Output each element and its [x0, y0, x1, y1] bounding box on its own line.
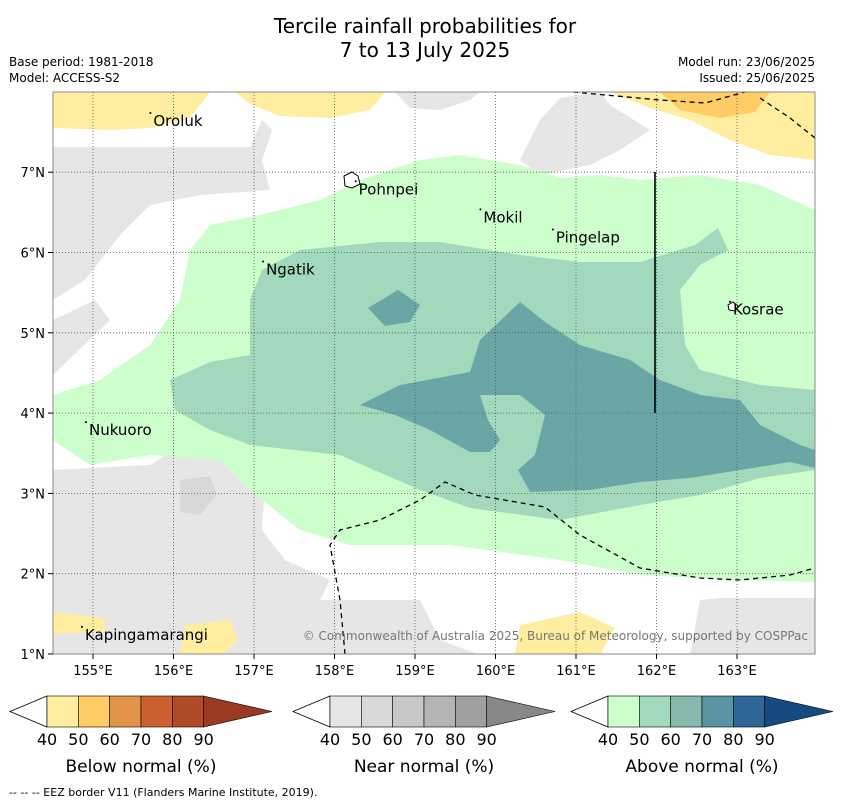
colorbar-lower-extension: [291, 695, 331, 728]
title-line-2: 7 to 13 July 2025: [339, 38, 511, 62]
colorbar-tick-label: 40: [598, 730, 618, 749]
colorbar-segment: [639, 695, 671, 728]
place-label: Ngatik: [266, 261, 315, 279]
place-pingelap: Pingelap: [551, 228, 620, 246]
colorbar-lower-extension: [8, 695, 48, 728]
lon-tick-label: 155°E: [73, 664, 113, 679]
place-marker: [262, 260, 265, 263]
colorbar-upper-extension: [764, 695, 834, 728]
place-label: Nukuoro: [89, 421, 152, 439]
place-label: Pingelap: [556, 228, 620, 246]
place-marker: [354, 180, 357, 183]
colorbar-segment: [78, 695, 110, 728]
colorbar-tick-label: 80: [445, 730, 465, 749]
colorbar-tick-label: 70: [692, 730, 712, 749]
colorbar-title: Above normal (%): [625, 757, 778, 777]
colorbar-tick-label: 90: [754, 730, 774, 749]
colorbar-title: Below normal (%): [66, 757, 217, 777]
lat-tick-label: 7°N: [21, 166, 46, 181]
colorbar-segment: [361, 695, 393, 728]
title-line-1: Tercile rainfall probabilities for: [273, 14, 577, 38]
colorbar-segment: [329, 695, 362, 728]
colorbar-tick-label: 60: [99, 730, 119, 749]
place-label: Mokil: [483, 208, 522, 226]
colorbar-above: 40 50 60 70 80 90 Above normal (%): [569, 695, 834, 777]
model-run: Model run: 23/06/2025: [677, 55, 815, 69]
place-label: Kapingamarangi: [85, 626, 208, 644]
colorbar-tick-label: 70: [414, 730, 434, 749]
colorbar-segment: [392, 695, 425, 728]
place-nukuoro: Nukuoro: [84, 421, 152, 439]
lat-tick-label: 2°N: [21, 568, 46, 583]
place-pohnpei: Pohnpei: [354, 180, 419, 198]
colorbar-tick-label: 40: [320, 730, 340, 749]
place-marker: [728, 300, 731, 303]
place-ngatik: Ngatik: [262, 260, 315, 279]
place-oroluk: Oroluk: [149, 112, 203, 130]
lon-tick-label: 157°E: [234, 664, 274, 679]
eez-footnote: -- -- -- EEZ border V11 (Flanders Marine…: [9, 786, 318, 799]
lon-tick-label: 161°E: [556, 664, 596, 679]
place-label: Kosrae: [733, 301, 784, 319]
lon-tick-label: 158°E: [315, 664, 355, 679]
colorbar-upper-extension: [203, 695, 273, 728]
meta-right: Model run: 23/06/2025 Issued: 25/06/2025: [678, 54, 815, 86]
colorbar-tick-label: 40: [37, 730, 57, 749]
lon-tick-label: 160°E: [476, 664, 516, 679]
place-kapingamarangi: Kapingamarangi: [80, 625, 208, 644]
lon-tick-label: 162°E: [637, 664, 677, 679]
place-mokil: Mokil: [479, 208, 523, 226]
colorbar-segment: [423, 695, 456, 728]
map-area: Oroluk Pohnpei Mokil Pingelap Ngatik Kosrae Nu…: [53, 92, 815, 654]
place-marker: [84, 421, 87, 424]
colorbar-segment: [733, 695, 765, 728]
colorbar-tick-label: 60: [382, 730, 402, 749]
place-marker: [80, 625, 83, 628]
issued-date: Issued: 25/06/2025: [699, 71, 815, 85]
colorbar-tick-label: 90: [193, 730, 213, 749]
lat-tick-label: 6°N: [21, 247, 46, 262]
colorbar-upper-extension: [486, 695, 556, 728]
place-marker: [551, 228, 554, 231]
colorbar-segment: [607, 695, 640, 728]
lat-tick-label: 4°N: [21, 407, 46, 422]
lat-tick-label: 3°N: [21, 487, 46, 502]
colorbar-tick-label: 60: [660, 730, 680, 749]
colorbar-title: Near normal (%): [354, 757, 494, 777]
colorbar-lower-extension: [569, 695, 609, 728]
colorbar-tick-label: 80: [162, 730, 182, 749]
place-kosrae: Kosrae: [728, 300, 784, 319]
colorbar-tick-label: 90: [476, 730, 496, 749]
base-period: Base period: 1981-2018: [9, 55, 154, 69]
colorbar-tick-label: 80: [723, 730, 743, 749]
lat-tick-label: 1°N: [21, 648, 46, 663]
map-title: Tercile rainfall probabilities for 7 to …: [0, 14, 850, 62]
colorbar-tick-label: 50: [68, 730, 88, 749]
place-marker: [479, 208, 482, 211]
copyright-note: © Commonwealth of Australia 2025, Bureau…: [303, 629, 808, 643]
lon-tick-label: 159°E: [395, 664, 435, 679]
lon-tick-label: 163°E: [717, 664, 757, 679]
colorbar-tick-label: 70: [131, 730, 151, 749]
colorbar-segment: [670, 695, 703, 728]
meta-left: Base period: 1981-2018 Model: ACCESS-S2: [9, 54, 154, 86]
place-label: Pohnpei: [359, 180, 419, 198]
colorbar-tick-label: 50: [351, 730, 371, 749]
colorbar-below: 40 50 60 70 80 90 Below normal (%): [8, 695, 273, 777]
colorbar-segment: [455, 695, 487, 728]
colorbar-segment: [701, 695, 734, 728]
colorbar-segment: [140, 695, 173, 728]
colorbar-segment: [172, 695, 204, 728]
model-name: Model: ACCESS-S2: [9, 71, 121, 85]
colorbar-segment: [109, 695, 142, 728]
colorbar-segment: [46, 695, 79, 728]
place-marker: [149, 112, 152, 115]
colorbar-tick-label: 50: [629, 730, 649, 749]
lon-tick-label: 156°E: [154, 664, 194, 679]
place-label: Oroluk: [153, 112, 202, 130]
colorbar-near: 40 50 60 70 80 90 Near normal (%): [291, 695, 556, 777]
lat-tick-label: 5°N: [21, 327, 46, 342]
